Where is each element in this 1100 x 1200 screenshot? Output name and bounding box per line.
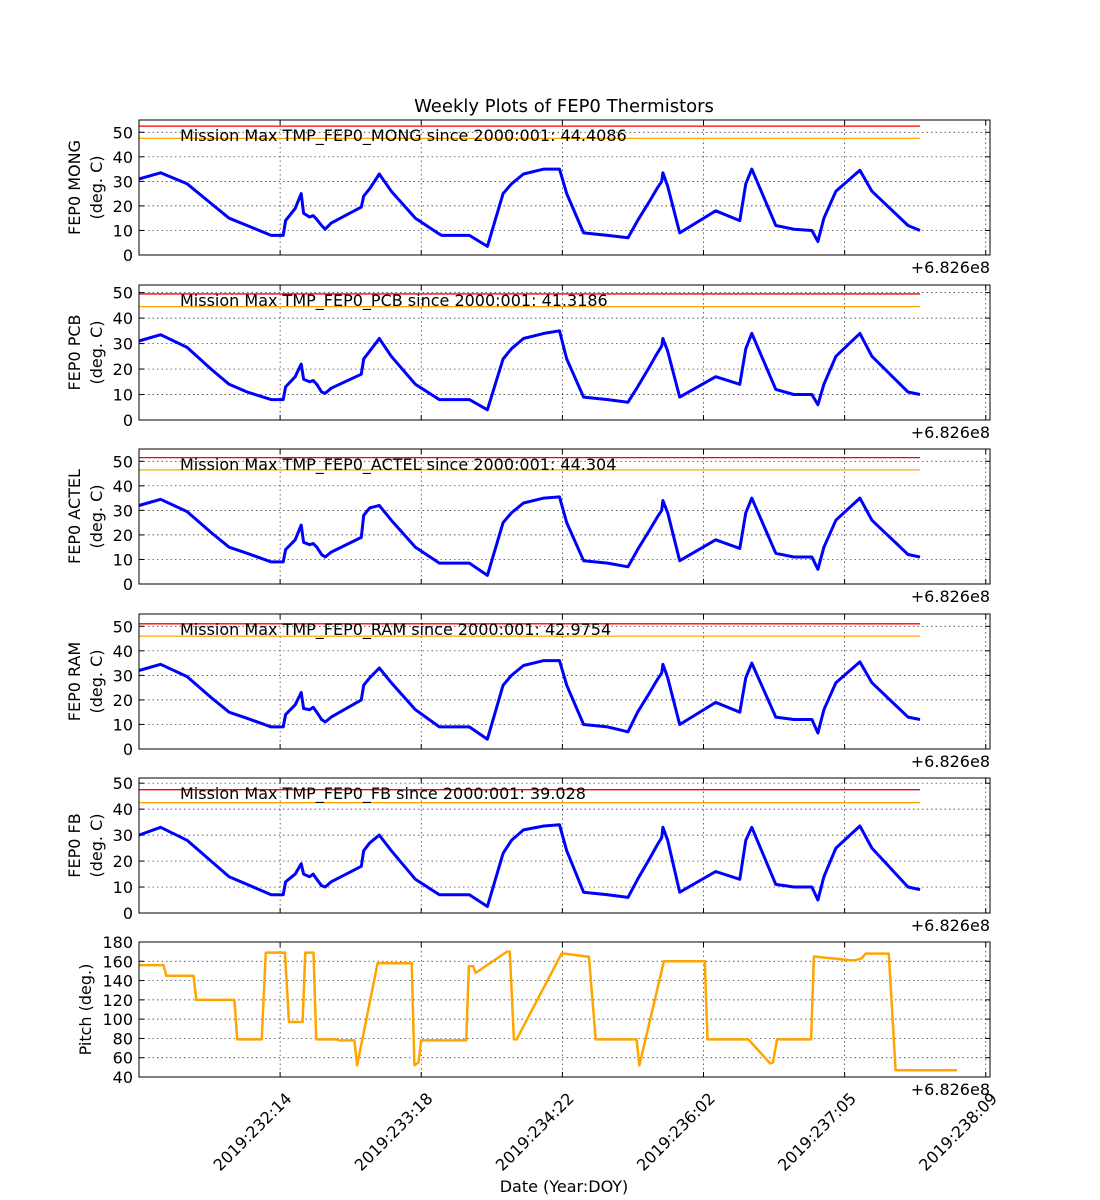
y-tick-label: 10 (113, 386, 133, 405)
mission-max-annotation: Mission Max TMP_FEP0_MONG since 2000:001… (180, 126, 627, 146)
y-tick-label: 40 (113, 477, 133, 496)
y-tick-label: 20 (113, 197, 133, 216)
mission-max-annotation: Mission Max TMP_FEP0_FB since 2000:001: … (180, 784, 586, 804)
y-axis-label: Pitch (deg.) (76, 964, 95, 1056)
temperature-series-line (138, 329, 921, 412)
y-tick-label: 30 (113, 826, 133, 845)
y-tick-label: 100 (102, 1010, 133, 1029)
x-tick-label: 2019:232:14 (210, 1089, 296, 1175)
plot-frame (138, 119, 991, 256)
y-tick-label: 0 (123, 740, 133, 759)
y-tick-label: 40 (113, 642, 133, 661)
x-offset-label: +6.826e8 (911, 423, 990, 442)
y-tick-label: 10 (113, 221, 133, 240)
x-tick-label: 2019:238:09 (915, 1089, 1001, 1175)
x-tick-label: 2019:234:22 (492, 1089, 578, 1175)
y-tick-label: 20 (113, 691, 133, 710)
y-tick-label: 160 (102, 952, 133, 971)
x-axis-label: Date (Year:DOY) (500, 1177, 629, 1196)
figure-title: Weekly Plots of FEP0 Thermistors (414, 96, 714, 117)
y-tick-label: 140 (102, 972, 133, 991)
y-tick-label: 40 (113, 800, 133, 819)
y-tick-label: 80 (113, 1029, 133, 1048)
plot-frame (138, 284, 991, 421)
y-tick-label: 0 (123, 575, 133, 594)
y-tick-label: 50 (113, 284, 133, 303)
y-tick-label: 50 (113, 774, 133, 793)
mission-max-annotation: Mission Max TMP_FEP0_PCB since 2000:001:… (180, 291, 608, 311)
x-offset-label: +6.826e8 (911, 916, 990, 935)
panel-1: 0 10 20 30 40 50 Mission Max TMP_FEP0_MONG sin… (65, 119, 991, 277)
y-tick-label: 40 (113, 309, 133, 328)
y-axis-label: FEP0 FB (65, 813, 84, 877)
y-tick-label: 60 (113, 1049, 133, 1068)
y-tick-label: 40 (113, 1068, 133, 1087)
x-offset-label: +6.826e8 (911, 752, 990, 771)
y-axis-label: (deg. C) (87, 156, 106, 220)
x-offset-label: +6.826e8 (911, 587, 990, 606)
panels: 0 10 20 30 40 50 Mission Max TMP_FEP0_MONG sin… (65, 119, 1001, 1175)
y-tick-label: 50 (113, 617, 133, 636)
y-tick-label: 30 (113, 172, 133, 191)
y-tick-label: 0 (123, 904, 133, 923)
panel-3: 0 10 20 30 40 50 Mission Max TMP_FEP0_ACTEL si… (65, 448, 991, 606)
x-tick-label: 2019:233:18 (351, 1089, 437, 1175)
plot-frame (138, 448, 991, 585)
y-tick-label: 120 (102, 991, 133, 1010)
temperature-series-line (138, 167, 921, 248)
x-tick-label: 2019:236:02 (633, 1089, 719, 1175)
y-tick-label: 10 (113, 715, 133, 734)
mission-max-annotation: Mission Max TMP_FEP0_RAM since 2000:001:… (180, 620, 611, 640)
plot-frame (138, 941, 991, 1078)
y-axis-label: (deg. C) (87, 321, 106, 385)
y-axis-label: FEP0 ACTEL (65, 469, 84, 564)
y-tick-label: 50 (113, 452, 133, 471)
y-axis-label: FEP0 MONG (65, 140, 84, 235)
x-offset-label: +6.826e8 (911, 1080, 990, 1099)
y-tick-label: 180 (102, 933, 133, 952)
y-tick-label: 10 (113, 550, 133, 569)
temperature-series-line (138, 659, 921, 741)
y-axis-label: (deg. C) (87, 650, 106, 714)
panel-2: 0 10 20 30 40 50 Mission Max TMP_FEP0_PCB sinc… (65, 284, 991, 442)
y-tick-label: 40 (113, 148, 133, 167)
temperature-series-line (138, 495, 921, 577)
x-tick-label: 2019:237:05 (774, 1089, 860, 1175)
y-axis-label: (deg. C) (87, 485, 106, 549)
y-tick-label: 20 (113, 852, 133, 871)
panel-4: 0 10 20 30 40 50 Mission Max TMP_FEP0_RAM sinc… (65, 613, 991, 771)
plot-frame (138, 777, 991, 914)
mission-max-annotation: Mission Max TMP_FEP0_ACTEL since 2000:00… (180, 455, 616, 475)
y-tick-label: 30 (113, 335, 133, 354)
y-tick-label: 20 (113, 526, 133, 545)
y-tick-label: 50 (113, 123, 133, 142)
y-tick-label: 10 (113, 878, 133, 897)
y-tick-label: 30 (113, 666, 133, 685)
plot-frame (138, 613, 991, 750)
pitch-series-line (139, 950, 957, 1072)
y-tick-label: 0 (123, 411, 133, 430)
y-axis-label: (deg. C) (87, 814, 106, 878)
y-tick-label: 30 (113, 501, 133, 520)
x-offset-label: +6.826e8 (911, 258, 990, 277)
y-axis-label: FEP0 PCB (65, 314, 84, 390)
y-tick-label: 20 (113, 360, 133, 379)
y-axis-label: FEP0 RAM (65, 642, 84, 721)
y-tick-label: 0 (123, 246, 133, 265)
temperature-series-line (138, 823, 921, 908)
panel-5: 0 10 20 30 40 50 Mission Max TMP_FEP0_FB since… (65, 774, 991, 935)
